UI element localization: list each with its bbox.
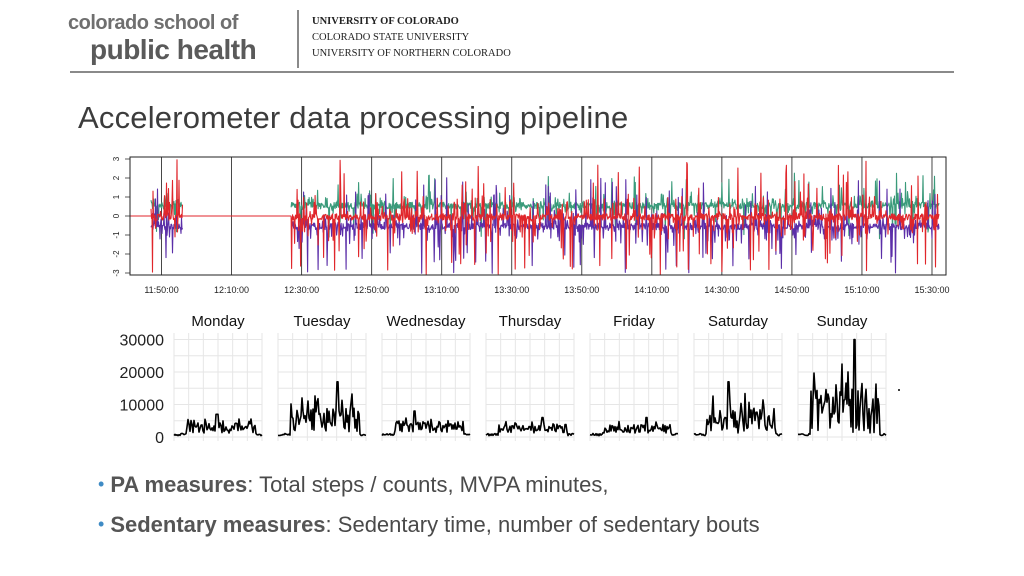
x-tick-label: 13:50:00 [564, 285, 599, 295]
school-logo: colorado school of public health [68, 12, 298, 68]
daily-counts-chart: 0 10000 20000 30000 Monday Tuesday Wednesday Th… [120, 313, 900, 447]
y-tick-label: 30000 [120, 333, 165, 350]
daily-count-line [589, 416, 679, 437]
panel-title: Thursday [499, 313, 562, 330]
x-tick-label: 15:30:00 [914, 285, 949, 295]
daily-count-line [693, 381, 783, 437]
stray-dot [898, 389, 900, 391]
bullet-label: Sedentary measures [110, 512, 326, 537]
x-tick-label: 12:10:00 [214, 285, 249, 295]
panel-title: Tuesday [294, 313, 351, 330]
slide-title: Accelerometer data processing pipeline [78, 100, 629, 135]
y-tick-label: -1 [112, 231, 121, 239]
panel-title: Saturday [708, 313, 769, 330]
accel-series-line [130, 159, 940, 275]
university-list: UNIVERSITY OF COLORADO COLORADO STATE UN… [312, 14, 511, 62]
y-tick-label: 10000 [120, 398, 165, 415]
y-tick-label: 0 [155, 430, 164, 447]
x-tick-label: 15:10:00 [844, 285, 879, 295]
logo-divider [297, 10, 299, 68]
daily-count-line [381, 410, 471, 437]
accelerometer-chart: 11:50:00 12:10:00 12:30:00 12:50:00 13:10:00… [112, 156, 949, 295]
x-tick-label: 13:10:00 [424, 285, 459, 295]
y-tick-label: -2 [112, 250, 121, 258]
bullet-label: PA measures [110, 472, 248, 497]
logo-line2: public health [90, 34, 257, 65]
plot-frame [129, 156, 947, 276]
bullet-dot-icon: • [98, 514, 105, 534]
y-tick-label: 3 [112, 156, 121, 161]
x-tick-label: 14:30:00 [704, 285, 739, 295]
y-tick-label: 1 [112, 194, 121, 199]
bullet-text: Total steps / counts, MVPA minutes, [253, 472, 609, 497]
header-rule [70, 71, 954, 73]
y-tick-label: 0 [112, 213, 121, 218]
x-tick-label: 13:30:00 [494, 285, 529, 295]
y-tick-label: 2 [112, 175, 121, 180]
bullet-separator: : [247, 472, 254, 497]
x-tick-label: 12:30:00 [284, 285, 319, 295]
daily-count-line [277, 381, 367, 437]
panel-title: Sunday [817, 313, 868, 330]
x-tick-label: 12:50:00 [354, 285, 389, 295]
university-name: UNIVERSITY OF COLORADO [312, 16, 459, 27]
daily-count-line [485, 416, 575, 437]
bullet-item: • Sedentary measures: Sedentary time, num… [98, 508, 760, 548]
logo-line1: colorado school of [68, 12, 238, 34]
bullet-separator: : [325, 512, 332, 537]
y-tick-label: 20000 [120, 365, 165, 382]
panel-title: Friday [613, 313, 655, 330]
x-tick-label: 14:50:00 [774, 285, 809, 295]
bullet-dot-icon: • [98, 474, 105, 494]
university-name: UNIVERSITY OF NORTHERN COLORADO [312, 48, 511, 59]
x-tick-label: 14:10:00 [634, 285, 669, 295]
daily-count-line [173, 413, 263, 437]
y-tick-label: -3 [112, 269, 121, 277]
daily-count-line [797, 338, 887, 437]
bullet-list: • PA measures: Total steps / counts, MVPA… [98, 468, 760, 548]
bullet-text: Sedentary time, number of sedentary bout… [331, 512, 760, 537]
x-tick-label: 11:50:00 [144, 285, 178, 295]
panel-title: Monday [191, 313, 245, 330]
panel-title: Wednesday [387, 313, 466, 330]
bullet-item: • PA measures: Total steps / counts, MVPA… [98, 468, 760, 508]
university-name: COLORADO STATE UNIVERSITY [312, 32, 470, 43]
